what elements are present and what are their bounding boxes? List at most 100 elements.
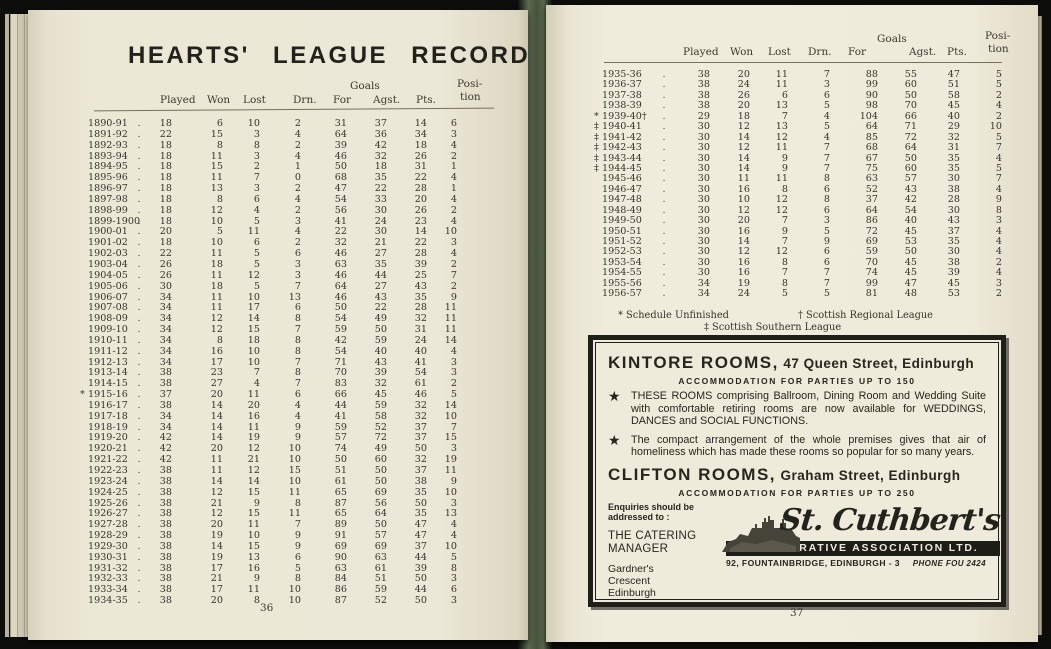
stat-cell: 11 [775,69,788,80]
stat-cell: 30 [697,152,710,164]
star-icon: ★ [608,431,621,448]
leader-dot: . [137,280,141,292]
stat-cell: 9 [294,432,301,444]
season-row: 1909-10. 34 12 15 7 59 50 31 11 [88,325,457,336]
page-edge-stack-left [10,14,17,637]
stat-cell: 32 [414,410,427,422]
stat-cell: 5 [823,100,830,112]
season-row: 1936-37. 38 24 11 3 99 60 51 5 [602,80,1002,90]
stat-cell: 6 [823,256,830,268]
stat-cell: 11 [444,324,457,336]
stat-cell: 43 [374,291,387,303]
stat-cell: 7 [781,236,788,247]
header-rule [94,107,494,112]
leader-dot: . [662,69,666,80]
stat-cell: 18 [737,110,750,122]
season-row: 1899-1900. 18 10 5 3 41 24 23 4 [88,215,457,228]
stat-cell: 34 [159,324,172,336]
leader-dot: . [662,236,666,247]
stat-cell: 35 [947,152,960,164]
stat-cell: 17 [210,356,223,368]
season-row: 1913-14. 38 23 7 8 70 39 54 3 [88,368,457,379]
season-row: 1920-21. 42 20 12 10 74 49 50 3 [88,444,457,455]
column-header-won: Won [730,46,754,58]
stat-cell: 8 [781,256,788,268]
stat-cell: 59 [374,334,387,346]
stat-cell: 74 [865,267,878,279]
stat-cell: 57 [374,530,387,542]
stat-cell: 72 [865,225,878,237]
stat-cell: 5 [253,258,260,270]
stat-cell: 11 [210,150,223,162]
stat-cell: 38 [159,530,172,542]
stat-cell: 8 [216,334,223,346]
stat-cell: 28 [414,302,427,314]
leader-dot: . [662,152,666,164]
stat-cell: 69 [865,236,878,247]
stat-cell: 50 [414,443,427,455]
stat-cell: 11 [444,302,457,314]
stat-cell: 7 [294,519,301,531]
leader-dot: . [137,313,141,325]
stat-cell: 28 [414,248,427,260]
stat-cell: 6 [450,584,457,596]
stat-cell: 12 [775,246,788,258]
leader-dot: . [662,194,666,206]
stat-cell: 4 [995,246,1002,258]
season-cell: 1932-33 [88,573,128,585]
clifton-rooms-name: CLIFTON ROOMS, [608,464,777,484]
stat-cell: 5 [781,288,788,300]
stat-cell: 30 [697,121,710,133]
stat-cell: 30 [697,215,710,227]
stat-cell: 5 [253,280,260,292]
column-header-position-line1: Posi- [985,30,1011,42]
leader-dot: . [662,183,666,195]
season-cell: 1947-48 [602,194,642,206]
stat-cell: 63 [374,551,387,563]
stat-cell: 10 [444,540,457,552]
stat-cell: 0 [294,172,301,184]
season-cell: 1916-17 [88,399,128,411]
season-cell: 1899-1900 [88,215,141,227]
leader-dot: . [137,172,141,184]
footnote-marker: * [594,110,599,122]
stat-cell: 41 [334,410,347,422]
season-row: 1900-01. 20 5 11 4 22 30 14 10 [88,227,457,238]
stat-cell: 1 [450,183,457,195]
stat-cell: 38 [947,256,960,268]
stat-cell: 56 [374,497,387,509]
stat-cell: 3 [450,356,457,368]
stat-cell: 54 [904,204,917,216]
stat-cell: 35 [374,258,387,270]
stat-cell: 4 [995,183,1002,195]
stat-cell: 26 [414,204,427,216]
stat-cell: 50 [334,302,347,314]
stat-cell: 16 [737,267,750,279]
leader-dot: . [137,226,141,238]
stat-cell: 16 [247,562,260,574]
season-row: 1935-36. 38 20 11 7 88 55 47 5 [602,70,1002,80]
stat-cell: 50 [374,475,387,487]
stat-cell: 24 [737,288,750,300]
stat-cell: 19 [737,277,750,289]
stat-cell: 8 [294,367,301,379]
stat-cell: 11 [737,173,750,185]
leader-dot: . [137,367,141,379]
stat-cell: 15 [444,432,457,444]
stat-cell: 43 [374,356,387,368]
stat-cell: 8 [995,204,1002,216]
stat-cell: 38 [159,399,172,411]
stat-cell: 18 [159,118,172,129]
stat-cell: 54 [414,367,427,379]
stat-cell: 10 [288,454,301,466]
stat-cell: 26 [159,269,172,281]
stat-cell: 37 [374,118,387,129]
stat-cell: 6 [216,118,223,129]
ad-bullet-2: ★ The compact arrangement of the whole p… [608,431,986,459]
season-cell: * 1915-16 [80,389,128,401]
stat-cell: 8 [294,497,301,509]
stat-cell: 32 [374,150,387,162]
leader-dot: . [137,345,141,357]
st-cuthberts-logo-block: St. Cuthbert's CO-OPERATIVE ASSOCIATION … [722,502,1001,599]
stat-cell: 47 [904,277,917,289]
